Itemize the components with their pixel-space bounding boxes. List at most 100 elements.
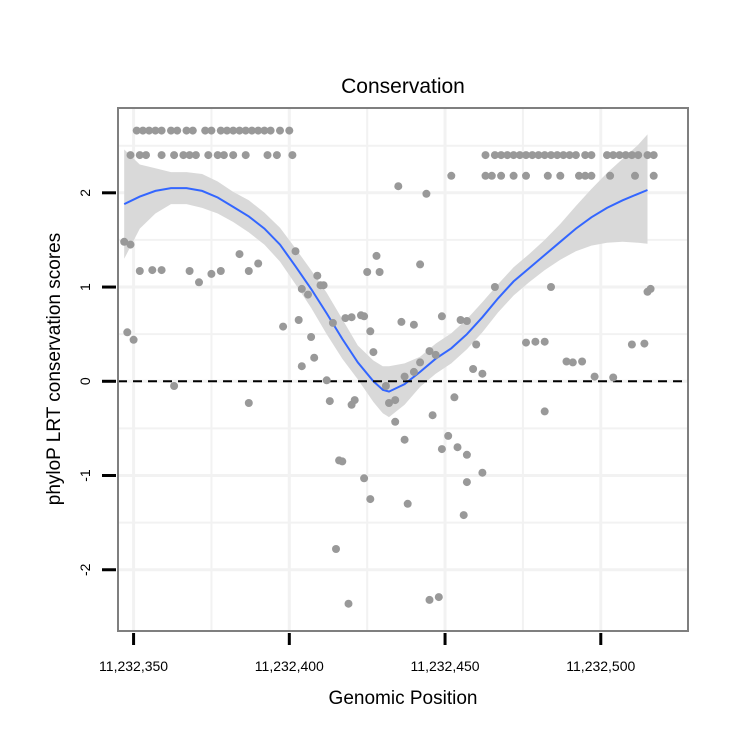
- data-point: [142, 151, 150, 160]
- data-point: [328, 318, 337, 327]
- data-point: [260, 126, 269, 135]
- data-point: [157, 151, 166, 160]
- data-point: [540, 151, 549, 160]
- data-point: [453, 443, 462, 452]
- data-point: [543, 171, 552, 180]
- data-point: [531, 337, 540, 346]
- data-point: [578, 357, 587, 366]
- data-point: [135, 151, 144, 160]
- data-point: [562, 357, 571, 366]
- data-point: [385, 399, 393, 407]
- data-point: [609, 151, 618, 160]
- data-point: [285, 126, 294, 135]
- data-point: [462, 317, 471, 325]
- data-point: [304, 290, 312, 299]
- smooth-curve: [123, 187, 648, 393]
- data-point: [157, 126, 166, 135]
- data-point: [325, 397, 334, 406]
- data-point: [472, 340, 481, 349]
- data-point: [587, 151, 596, 160]
- data-point: [235, 126, 244, 135]
- data-point: [375, 268, 384, 276]
- chart-title: Conservation: [341, 75, 465, 98]
- y-tick-label: 0: [77, 377, 93, 385]
- data-point: [481, 151, 490, 160]
- data-point: [400, 372, 409, 381]
- data-point: [409, 367, 418, 376]
- data-point: [272, 151, 281, 160]
- data-point: [244, 399, 253, 407]
- data-point: [350, 396, 359, 405]
- data-point: [381, 382, 390, 390]
- data-point: [469, 365, 478, 373]
- data-point: [297, 284, 306, 293]
- data-point: [553, 151, 562, 160]
- data-point: [145, 126, 154, 135]
- data-point: [195, 278, 203, 287]
- data-point: [123, 328, 132, 337]
- data-point: [565, 151, 574, 160]
- data-point: [179, 151, 188, 160]
- data-point: [188, 126, 197, 135]
- data-point: [394, 182, 403, 191]
- data-point: [634, 151, 643, 160]
- data-point: [254, 126, 263, 135]
- y-tick-label: -1: [77, 469, 93, 482]
- data-point: [297, 362, 306, 371]
- data-point: [391, 417, 400, 426]
- data-point: [126, 151, 135, 160]
- data-point: [341, 314, 350, 323]
- data-point: [347, 313, 356, 322]
- data-point: [581, 151, 590, 160]
- data-point: [522, 338, 530, 347]
- data-point: [627, 151, 636, 160]
- data-point: [288, 151, 297, 160]
- data-point: [313, 271, 322, 280]
- data-point: [294, 316, 303, 324]
- data-point: [631, 171, 639, 180]
- data-point: [235, 250, 244, 259]
- data-point: [444, 431, 453, 440]
- data-point: [559, 151, 568, 160]
- data-point: [397, 317, 406, 326]
- data-point: [487, 171, 496, 180]
- data-point: [366, 327, 375, 336]
- data-point: [649, 171, 658, 180]
- data-point: [360, 474, 369, 483]
- data-point: [462, 450, 471, 459]
- data-point: [422, 189, 431, 198]
- data-point: [182, 126, 191, 135]
- data-point: [522, 151, 530, 160]
- y-tick-label: 1: [77, 283, 93, 291]
- data-point: [603, 151, 611, 160]
- data-point: [310, 353, 319, 362]
- data-point: [643, 151, 652, 160]
- data-point: [587, 171, 596, 180]
- data-point: [462, 478, 471, 487]
- data-point: [478, 369, 487, 378]
- data-point: [363, 268, 372, 276]
- data-point: [621, 151, 630, 160]
- data-point: [279, 322, 288, 331]
- data-point: [646, 284, 655, 293]
- data-points: [120, 126, 658, 608]
- data-point: [456, 316, 465, 324]
- data-point: [640, 339, 649, 348]
- data-point: [170, 151, 179, 160]
- data-point: [254, 259, 263, 268]
- data-point: [132, 126, 141, 135]
- data-point: [571, 151, 580, 160]
- data-point: [428, 411, 437, 420]
- data-point: [201, 126, 210, 135]
- data-point: [369, 348, 378, 357]
- data-point: [627, 340, 636, 349]
- data-point: [490, 151, 499, 160]
- x-axis-title: Genomic Position: [329, 688, 478, 709]
- data-point: [447, 171, 456, 180]
- data-point: [135, 267, 144, 275]
- data-point: [185, 267, 194, 275]
- data-point: [157, 266, 166, 275]
- data-point: [120, 237, 129, 246]
- data-point: [409, 320, 418, 329]
- data-point: [540, 337, 549, 346]
